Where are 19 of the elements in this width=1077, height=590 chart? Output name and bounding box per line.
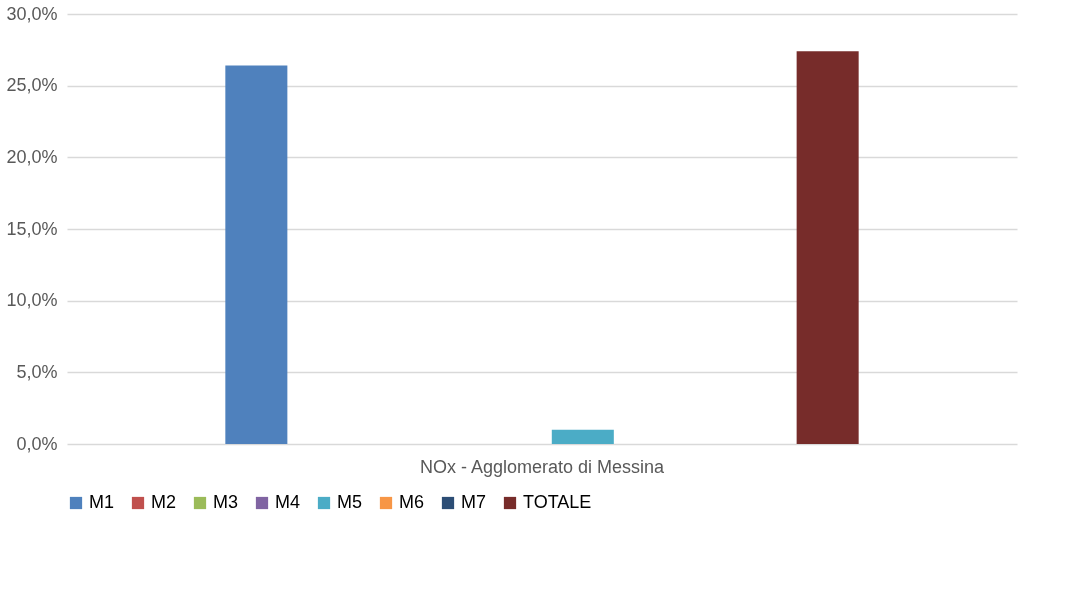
x-tick-label: NOx - Agglomerato di Messina <box>419 456 666 477</box>
y-tick-label: 10,0% <box>6 290 58 311</box>
bar <box>225 65 288 444</box>
y-tick-label: 25,0% <box>6 75 58 96</box>
bar <box>796 51 859 444</box>
bar <box>551 429 614 444</box>
legend-label: M4 <box>275 492 301 512</box>
legend-label: M5 <box>337 492 363 512</box>
legend-label: M3 <box>213 492 239 512</box>
y-tick-label: 0,0% <box>16 433 58 454</box>
y-tick-label: 5,0% <box>16 361 58 382</box>
y-tick-label: 15,0% <box>6 218 58 239</box>
y-tick-label: 20,0% <box>6 146 58 167</box>
legend-label: M6 <box>399 492 425 512</box>
y-tick-label: 30,0% <box>6 3 58 24</box>
legend-label: M1 <box>89 492 115 512</box>
legend-label: M2 <box>151 492 177 512</box>
legend-label: M7 <box>461 492 487 512</box>
legend-label: TOTALE <box>523 492 592 512</box>
